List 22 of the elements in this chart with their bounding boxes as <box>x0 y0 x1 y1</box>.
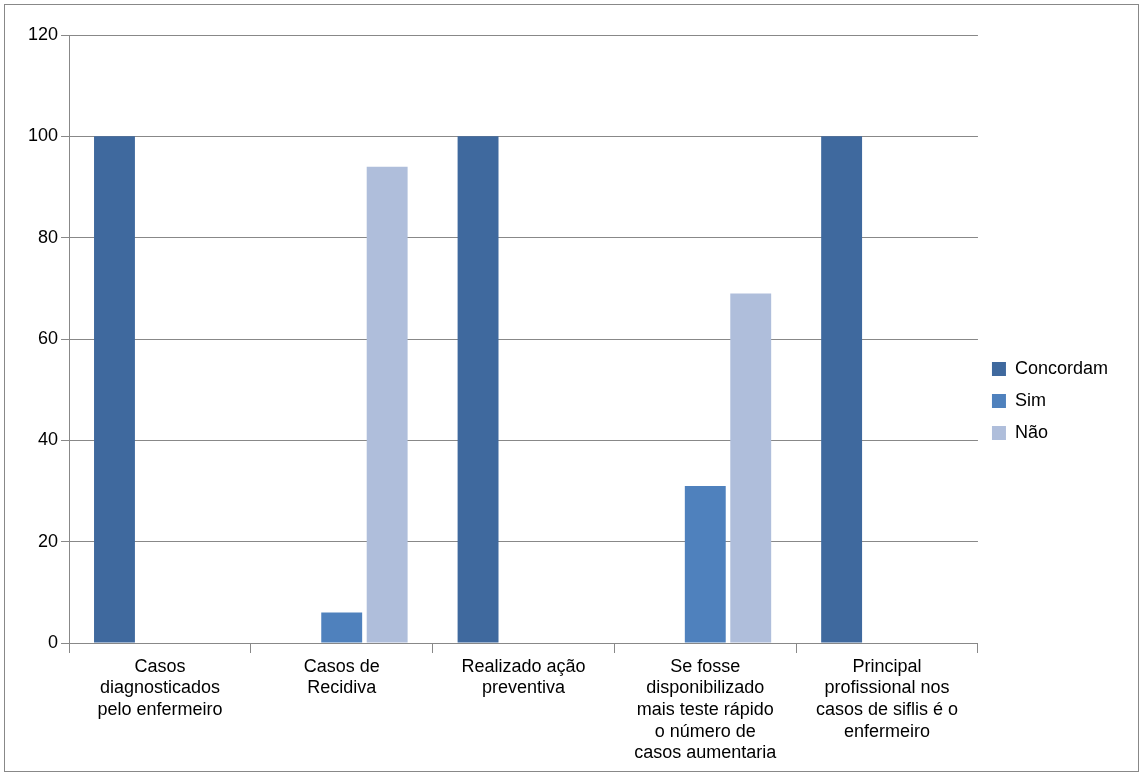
x-tick-label: Casos diagnosticados pelo enfermeiro <box>97 655 223 719</box>
y-tick-label: 0 <box>48 631 59 652</box>
legend-label: Não <box>1014 421 1048 442</box>
bar <box>94 136 135 643</box>
y-tick-label: 120 <box>27 23 59 44</box>
x-tick-label: Se fosse disponibilizado mais teste rápido o número de casos aumentaria <box>634 655 778 763</box>
x-tick-label: Principal profissional nos casos de siflis é o enfermeiro <box>816 655 959 741</box>
bar <box>684 485 726 643</box>
x-tick-label: Casos de Recidiva <box>303 655 380 698</box>
y-tick-label: 20 <box>38 530 59 551</box>
legend-label: Sim <box>1014 389 1046 410</box>
y-tick-label: 80 <box>38 226 59 247</box>
bar <box>366 166 408 643</box>
bar <box>321 612 363 643</box>
y-tick-label: 60 <box>38 327 59 348</box>
y-tick-label: 40 <box>38 429 59 450</box>
bar <box>457 136 499 643</box>
legend-label: Concordam <box>1014 357 1109 378</box>
x-tick-label: Realizado ação preventiva <box>461 655 586 698</box>
y-tick-label: 100 <box>27 125 59 146</box>
bar <box>821 136 863 643</box>
bar <box>730 293 772 643</box>
